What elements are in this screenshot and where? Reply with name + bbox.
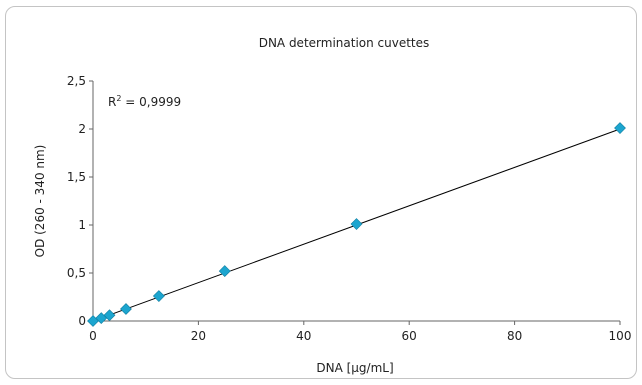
y-tick-label: 2,5 <box>67 74 86 88</box>
y-tick-label: 2 <box>78 122 86 136</box>
data-point-marker <box>218 265 231 278</box>
data-point-marker <box>614 122 626 134</box>
x-axis-label: DNA [µg/mL] <box>316 361 393 375</box>
data-point-marker <box>103 309 116 322</box>
x-tick-label: 20 <box>191 329 206 343</box>
y-tick-label: 1,5 <box>67 170 86 184</box>
data-point-marker <box>350 218 363 230</box>
y-axis-label: OD (260 - 340 nm) <box>33 145 47 258</box>
x-tick-label: 0 <box>89 329 97 343</box>
chart-title: DNA determination cuvettes <box>259 36 430 50</box>
r-squared-annotation: R2 = 0,9999 <box>108 94 181 109</box>
data-point-marker <box>120 303 132 315</box>
x-tick-label: 100 <box>609 329 632 343</box>
y-tick-label: 1 <box>78 218 86 232</box>
y-tick-label: 0,5 <box>67 266 86 280</box>
data-point-marker <box>152 290 165 302</box>
x-tick-label: 80 <box>507 329 522 343</box>
x-tick-label: 60 <box>402 329 417 343</box>
x-tick-label: 40 <box>296 329 311 343</box>
y-tick-label: 0 <box>78 314 86 328</box>
